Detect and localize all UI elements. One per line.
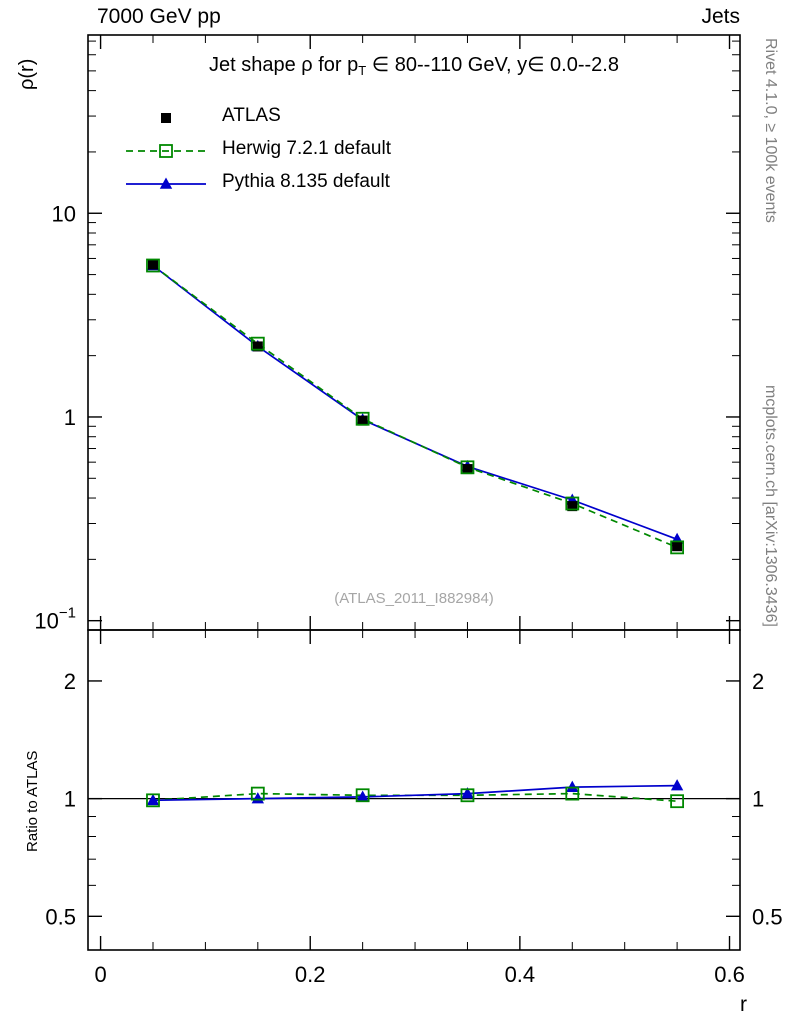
legend-label-atlas: ATLAS bbox=[222, 105, 281, 126]
herwig-ratio-line bbox=[152, 792, 678, 803]
marker-triangle bbox=[566, 780, 579, 792]
marker-square-open bbox=[460, 788, 475, 803]
analysis-id-watermark: (ATLAS_2011_I882984) bbox=[334, 590, 494, 607]
legend-label-pythia: Pythia 8.135 default bbox=[222, 171, 390, 192]
marker-square-open bbox=[159, 144, 173, 158]
legend-markers bbox=[126, 113, 206, 189]
marker-square-filled bbox=[252, 341, 263, 352]
marker-square-filled bbox=[161, 113, 171, 123]
rivet-version-label: Rivet 4.1.0, ≥ 100k events bbox=[762, 38, 779, 223]
axes: 0 0.2 0.4 0.6 10−1 1 10 0.5 0.5 1 1 2 2 bbox=[34, 34, 783, 987]
plot-title: Jet shape ρ for pT ∈ 80--110 GeV, y∈ 0.0… bbox=[209, 52, 619, 78]
marker-square-open bbox=[355, 788, 370, 803]
mcplots-credit-label: mcplots.cern.ch [arXiv:1306.3436] bbox=[762, 385, 779, 627]
y-tick-label: 10 bbox=[52, 201, 76, 226]
y-tick-label: 1 bbox=[64, 405, 76, 430]
main-frame bbox=[87, 34, 741, 631]
ratio-tick-label-left: 0.5 bbox=[45, 904, 76, 929]
x-axis-label: r bbox=[740, 993, 747, 1016]
ratio-tick-label-right: 0.5 bbox=[752, 904, 783, 929]
marker-square-open bbox=[250, 786, 265, 801]
marker-square-open bbox=[146, 793, 160, 808]
marker-triangle bbox=[146, 793, 160, 806]
marker-square-open bbox=[146, 258, 160, 273]
ratio-tick-label-right: 2 bbox=[752, 669, 764, 694]
ratio-tick-label-left: 1 bbox=[64, 787, 76, 812]
plot-title-pre: Jet shape ρ for p bbox=[209, 54, 359, 76]
ratio-axis-label: Ratio to ATLAS bbox=[24, 750, 41, 852]
marker-square-filled bbox=[672, 541, 683, 552]
marker-square-open bbox=[670, 794, 685, 809]
plot-title-post: ∈ 80--110 GeV, y∈ 0.0--2.8 bbox=[366, 54, 619, 76]
x-tick-label: 0.6 bbox=[714, 962, 745, 987]
marker-triangle bbox=[159, 177, 173, 189]
pythia-line bbox=[152, 264, 678, 541]
y-axis-label: ρ(r) bbox=[16, 58, 38, 90]
marker-square-filled bbox=[357, 415, 368, 426]
marker-square-open bbox=[565, 496, 580, 511]
beam-energy-label: 7000 GeV pp bbox=[97, 5, 221, 28]
marker-square-open bbox=[250, 336, 265, 351]
marker-square-filled bbox=[462, 464, 473, 475]
marker-square-open bbox=[355, 411, 370, 426]
marker-square-open bbox=[460, 460, 475, 475]
marker-triangle bbox=[461, 787, 474, 799]
marker-square-filled bbox=[147, 259, 158, 270]
x-tick-label: 0.4 bbox=[505, 962, 536, 987]
ratio-tick-label-right: 1 bbox=[752, 787, 764, 812]
x-tick-label: 0.2 bbox=[295, 962, 326, 987]
marker-square-filled bbox=[567, 501, 578, 512]
y-tick-label: 10−1 bbox=[34, 605, 76, 634]
pt-subscript: T bbox=[358, 63, 367, 78]
marker-triangle bbox=[356, 790, 369, 802]
marker-triangle bbox=[670, 779, 684, 791]
ratio-frame bbox=[87, 629, 741, 951]
process-label: Jets bbox=[701, 5, 740, 28]
marker-triangle bbox=[251, 792, 265, 804]
marker-square-open bbox=[670, 540, 685, 555]
marker-square-open bbox=[565, 786, 580, 801]
legend-label-herwig: Herwig 7.2.1 default bbox=[222, 138, 391, 159]
series bbox=[88, 258, 740, 809]
x-tick-label: 0 bbox=[94, 962, 106, 987]
ratio-tick-label-left: 2 bbox=[64, 669, 76, 694]
herwig-line bbox=[152, 264, 678, 549]
pythia-ratio-line bbox=[152, 784, 678, 802]
